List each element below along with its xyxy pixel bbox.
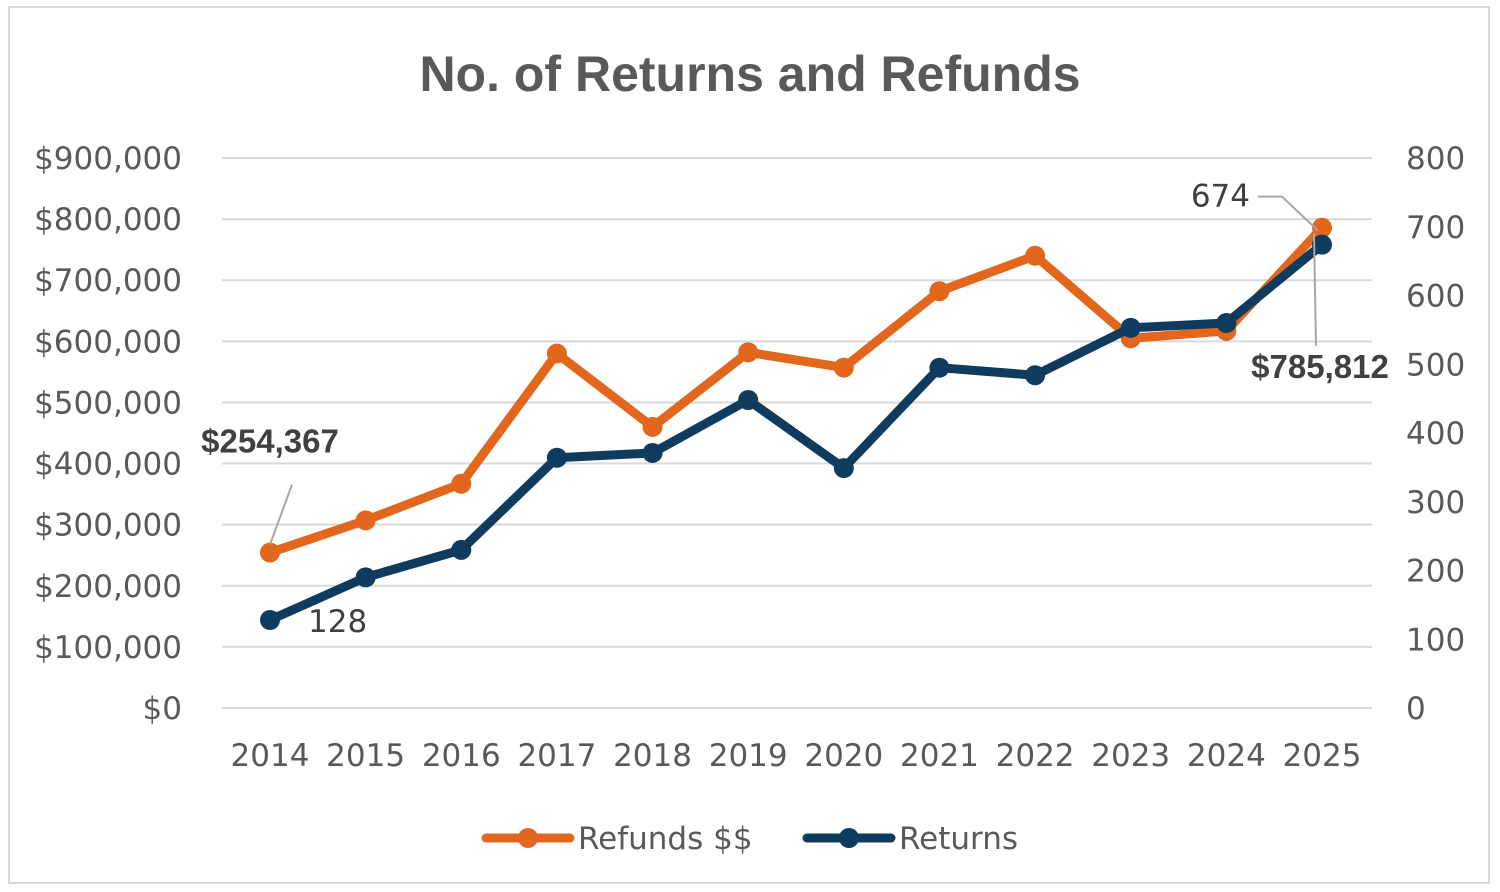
data-label: 674 <box>1191 179 1250 215</box>
left-tick-label: $300,000 <box>34 508 182 544</box>
left-tick-label: $500,000 <box>34 385 182 421</box>
left-tick-label: $0 <box>143 691 182 727</box>
left-tick-label: $800,000 <box>34 202 182 238</box>
x-tick-label: 2016 <box>422 738 501 774</box>
x-tick-label: 2017 <box>517 738 596 774</box>
x-tick-label: 2024 <box>1187 738 1266 774</box>
left-axis: $0 $100,000 $200,000 $300,000 $400,000 $500,0… <box>34 141 182 727</box>
left-tick-label: $400,000 <box>34 447 182 483</box>
data-labels: $254,367 128 674 $785,812 <box>201 179 1389 640</box>
series-point-0 <box>1312 217 1332 238</box>
legend-swatch-marker <box>518 828 538 848</box>
right-tick-label: 400 <box>1406 416 1465 452</box>
series-point-0 <box>642 416 663 437</box>
series-point-1 <box>929 357 950 378</box>
series-point-0 <box>355 510 376 531</box>
series-point-1 <box>1216 313 1237 333</box>
left-tick-label: $700,000 <box>34 263 182 299</box>
right-tick-label: 300 <box>1406 485 1465 521</box>
chart-frame <box>8 6 1490 884</box>
x-tick-label: 2015 <box>326 738 405 774</box>
legend: Refunds $$ Returns <box>481 821 1018 857</box>
gridlines <box>222 157 1372 709</box>
x-tick-label: 2019 <box>709 738 788 774</box>
x-tick-label: 2020 <box>804 738 883 774</box>
series-line-1 <box>265 240 1327 625</box>
left-tick-label: $100,000 <box>34 630 182 666</box>
series-point-0 <box>833 357 854 378</box>
data-label-leader <box>1313 233 1317 346</box>
series-point-1 <box>451 539 472 560</box>
x-tick-label: 2014 <box>231 738 310 774</box>
series-point-1 <box>738 390 759 410</box>
right-tick-label: 100 <box>1406 622 1465 658</box>
left-tick-label: $900,000 <box>34 141 182 177</box>
series-point-0 <box>738 342 759 363</box>
series-point-1 <box>1025 365 1046 386</box>
series-point-1 <box>833 458 854 479</box>
right-tick-label: 200 <box>1406 554 1465 590</box>
series-point-0 <box>260 542 280 563</box>
series-layer <box>260 217 1332 630</box>
series-line-0 <box>265 223 1327 558</box>
right-tick-label: 600 <box>1406 279 1465 315</box>
series-point-0 <box>546 343 567 364</box>
x-tick-label: 2023 <box>1091 738 1170 774</box>
right-axis: 0 100 200 300 400 500 600 700 800 <box>1406 141 1465 727</box>
series-point-1 <box>260 610 280 630</box>
series-point-0 <box>929 281 950 302</box>
right-tick-label: 700 <box>1406 210 1465 246</box>
series-point-0 <box>1025 245 1046 266</box>
right-tick-label: 800 <box>1406 141 1465 177</box>
x-axis: 2014 2015 2016 2017 2018 2019 2020 2021 2022 2023… <box>231 738 1362 774</box>
series-point-1 <box>1312 234 1332 255</box>
right-tick-label: 0 <box>1406 691 1426 727</box>
series-point-1 <box>1120 317 1141 338</box>
series-point-1 <box>642 442 663 463</box>
x-tick-label: 2021 <box>900 738 979 774</box>
series-point-0 <box>451 473 472 494</box>
left-tick-label: $600,000 <box>34 324 182 360</box>
data-label-leader <box>1258 195 1319 232</box>
x-tick-label: 2018 <box>613 738 692 774</box>
x-tick-label: 2025 <box>1283 738 1362 774</box>
legend-label: Returns <box>899 821 1018 857</box>
data-label-leader <box>269 484 293 545</box>
legend-swatch-marker <box>839 828 859 848</box>
data-label: $254,367 <box>201 423 339 460</box>
legend-label: Refunds $$ <box>578 821 753 857</box>
series-point-1 <box>546 447 567 468</box>
left-tick-label: $200,000 <box>34 569 182 605</box>
data-label: $785,812 <box>1251 348 1389 385</box>
chart-title: No. of Returns and Refunds <box>419 46 1080 102</box>
series-point-1 <box>355 567 376 588</box>
right-tick-label: 500 <box>1406 347 1465 383</box>
data-label: 128 <box>308 604 367 640</box>
x-tick-label: 2022 <box>996 738 1075 774</box>
